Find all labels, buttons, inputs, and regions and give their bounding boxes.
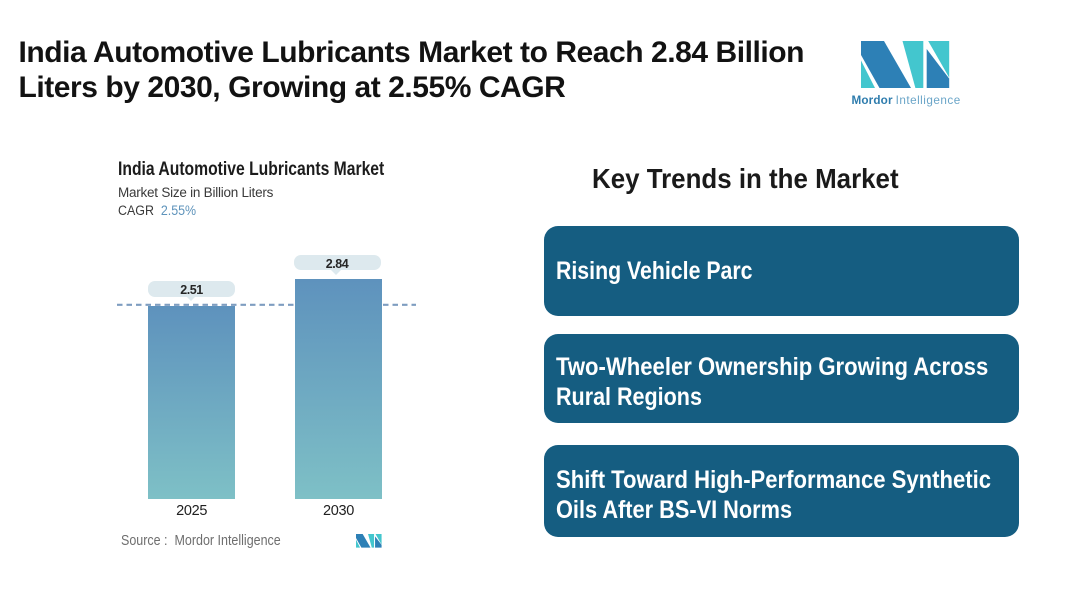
svg-text:Intelligence: Intelligence (896, 94, 961, 107)
svg-text:Mordor: Mordor (852, 94, 893, 107)
